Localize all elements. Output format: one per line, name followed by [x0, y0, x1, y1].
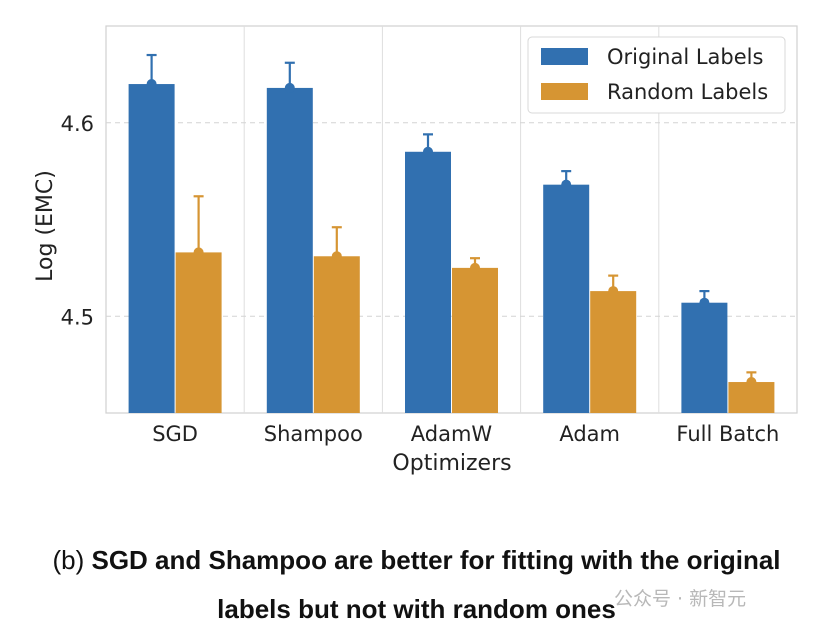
x-axis-label: Optimizers: [392, 451, 511, 476]
x-tick-label: Shampoo: [264, 422, 363, 446]
bar-chart: 4.5 4.6 SGD Shampoo AdamW Adam Full Batch Log …: [33, 25, 798, 476]
error-bar-marker: [331, 251, 342, 262]
bar-random-adam: [590, 291, 637, 413]
bar-random-shampoo: [313, 256, 360, 413]
legend-label-original: Original Labels: [607, 45, 763, 69]
legend: Original Labels Random Labels: [527, 36, 786, 114]
bar-original-adamw: [405, 151, 451, 413]
watermark: 公众号 · 新智元: [614, 588, 747, 610]
legend-label-random: Random Labels: [607, 80, 768, 104]
bar-random-full-batch: [728, 382, 775, 413]
bar-random-sgd: [175, 252, 222, 413]
tick-label-layer: 4.5 4.6 SGD Shampoo AdamW Adam Full Batch: [61, 112, 780, 446]
caption-prefix: (b): [52, 545, 85, 575]
legend-swatch-original: [541, 48, 588, 65]
error-bar-marker: [284, 82, 295, 93]
figure-caption-line-2: labels but not with random ones: [0, 594, 833, 624]
caption-text-2: labels but not with random ones: [217, 594, 616, 624]
error-bar-marker: [470, 262, 480, 273]
bar-random-adamw: [452, 267, 498, 413]
error-bar-marker: [608, 286, 619, 297]
x-tick-label: SGD: [152, 422, 198, 446]
error-bar-marker: [561, 179, 572, 190]
x-tick-label: Adam: [559, 422, 620, 446]
error-bar-marker: [423, 146, 433, 157]
bar-original-shampoo: [266, 87, 313, 414]
bar-layer: [128, 84, 775, 414]
y-tick-label: 4.5: [61, 305, 94, 329]
error-bar-marker: [193, 247, 204, 258]
caption-text-1: SGD and Shampoo are better for fitting w…: [91, 545, 781, 575]
x-tick-label: Full Batch: [676, 422, 779, 446]
bar-original-full-batch: [681, 302, 728, 413]
grid-layer: [106, 26, 797, 413]
bar-original-sgd: [128, 84, 175, 414]
error-bar-marker: [746, 377, 757, 388]
y-tick-label: 4.6: [61, 112, 94, 136]
x-tick-label: AdamW: [411, 422, 493, 446]
figure-caption-line-1: (b) SGD and Shampoo are better for fitti…: [0, 545, 833, 575]
legend-swatch-random: [541, 83, 588, 100]
bar-original-adam: [543, 184, 590, 413]
error-bar-marker: [699, 297, 710, 308]
error-bar-layer: [146, 53, 757, 388]
error-bar-marker: [146, 79, 157, 90]
legend-box: [527, 36, 786, 114]
y-axis-label: Log (EMC): [33, 170, 58, 282]
